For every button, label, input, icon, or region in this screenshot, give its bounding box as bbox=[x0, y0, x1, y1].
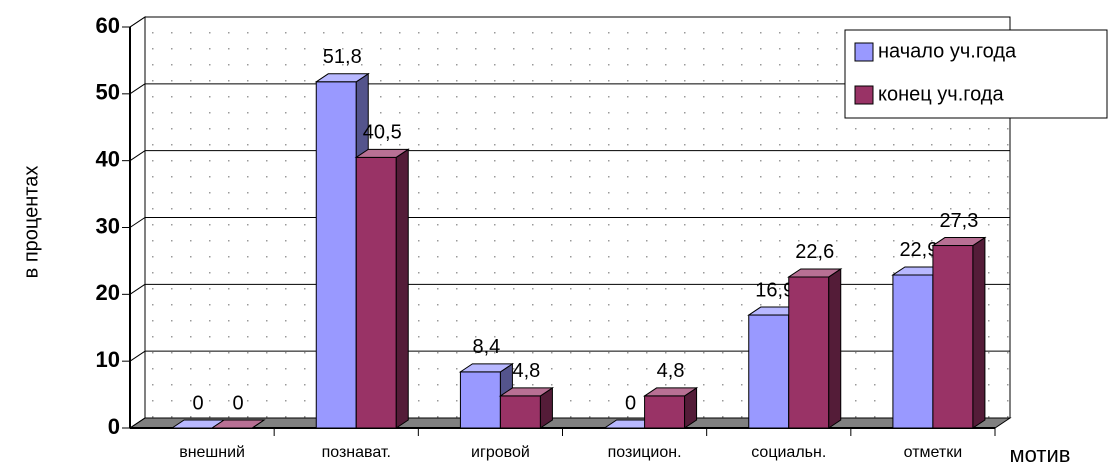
bar bbox=[788, 276, 830, 429]
x-tick-label: познават. bbox=[322, 444, 391, 461]
grid-line bbox=[129, 150, 146, 162]
bar bbox=[499, 395, 541, 429]
value-label: 0 bbox=[193, 392, 204, 414]
bar-side bbox=[972, 236, 986, 429]
grid-line bbox=[129, 350, 146, 362]
legend bbox=[844, 29, 1108, 119]
legend-swatch bbox=[854, 85, 874, 105]
legend-label: конец уч.года bbox=[878, 83, 1004, 105]
y-tick-label: 0 bbox=[108, 414, 120, 439]
y-tick-label: 50 bbox=[96, 80, 120, 105]
x-axis-label: мотив bbox=[1010, 442, 1071, 467]
bar-side bbox=[395, 148, 409, 429]
bar-top bbox=[314, 73, 370, 83]
value-label: 16,9 bbox=[755, 279, 794, 301]
bar bbox=[892, 274, 934, 429]
y-tick-label: 30 bbox=[96, 213, 120, 238]
bar-top bbox=[354, 148, 410, 158]
value-label: 4,8 bbox=[513, 360, 541, 382]
bar-top bbox=[931, 237, 987, 247]
x-tick-label: отметки bbox=[904, 444, 963, 461]
y-tick-label: 20 bbox=[96, 280, 120, 305]
y-axis-label: в процентах bbox=[20, 166, 42, 279]
x-tick-label: внешний bbox=[179, 444, 245, 461]
bar bbox=[459, 371, 501, 429]
bar bbox=[644, 395, 686, 429]
bar-top bbox=[210, 419, 266, 429]
bar bbox=[932, 245, 974, 429]
x-tick-label: игровой bbox=[471, 444, 530, 461]
value-label: 0 bbox=[625, 392, 636, 414]
bar-top bbox=[498, 387, 555, 397]
value-label: 22,6 bbox=[795, 241, 834, 263]
grid-line bbox=[129, 217, 146, 228]
bar-top bbox=[642, 387, 699, 397]
value-label: 4,8 bbox=[657, 360, 685, 382]
value-label: 40,5 bbox=[363, 122, 402, 144]
legend-label: начало уч.года bbox=[878, 40, 1017, 62]
y-tick-label: 10 bbox=[96, 347, 120, 372]
x-tick-label: социальн. bbox=[751, 444, 826, 461]
grid-line bbox=[129, 83, 146, 95]
y-tick-label: 60 bbox=[96, 13, 120, 38]
value-label: 51,8 bbox=[323, 46, 362, 68]
value-label: 8,4 bbox=[473, 336, 501, 358]
bar bbox=[315, 81, 357, 429]
value-label: 0 bbox=[233, 392, 244, 414]
grid-line bbox=[129, 283, 146, 295]
bar bbox=[355, 156, 397, 429]
y-tick-label: 40 bbox=[96, 146, 120, 171]
value-label: 27,3 bbox=[939, 210, 978, 232]
bar-top bbox=[458, 363, 515, 373]
bar-side bbox=[828, 268, 842, 429]
legend-swatch bbox=[854, 42, 874, 62]
bar-top bbox=[787, 268, 843, 278]
bar bbox=[748, 314, 790, 429]
grid-line bbox=[129, 16, 146, 28]
value-label: 22,9 bbox=[899, 239, 938, 261]
x-tick-label: позицион. bbox=[608, 444, 682, 461]
grid-line bbox=[129, 417, 146, 429]
